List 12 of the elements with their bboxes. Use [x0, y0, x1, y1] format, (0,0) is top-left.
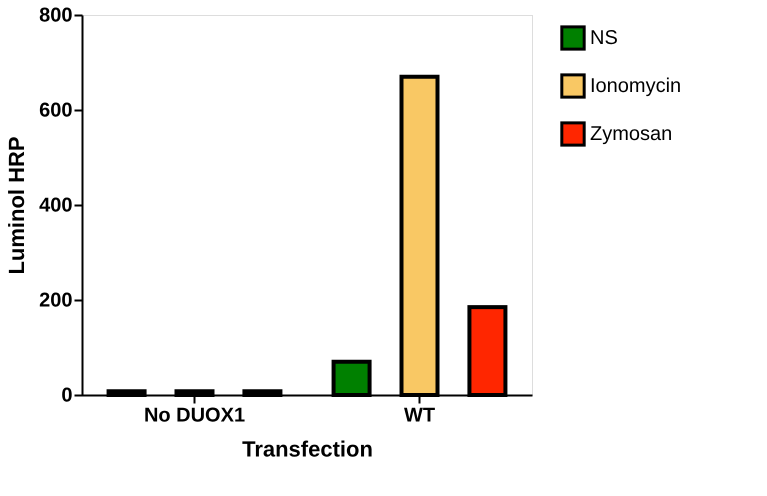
legend-label: NS: [590, 27, 618, 49]
legend-label: Ionomycin: [590, 75, 682, 97]
y-tick-label: 800: [39, 4, 72, 26]
x-axis-title: Transfection: [242, 436, 373, 462]
x-tick-label: No DUOX1: [144, 404, 246, 426]
y-tick-label: 400: [39, 194, 72, 216]
y-tick-label: 200: [39, 290, 72, 312]
y-tick-label: 600: [39, 100, 72, 122]
y-tick-label: 0: [61, 384, 72, 406]
y-axis-title: Luminol HRP: [4, 136, 30, 275]
legend-label: Zymosan: [590, 123, 672, 145]
x-tick-label: WT: [404, 404, 436, 426]
